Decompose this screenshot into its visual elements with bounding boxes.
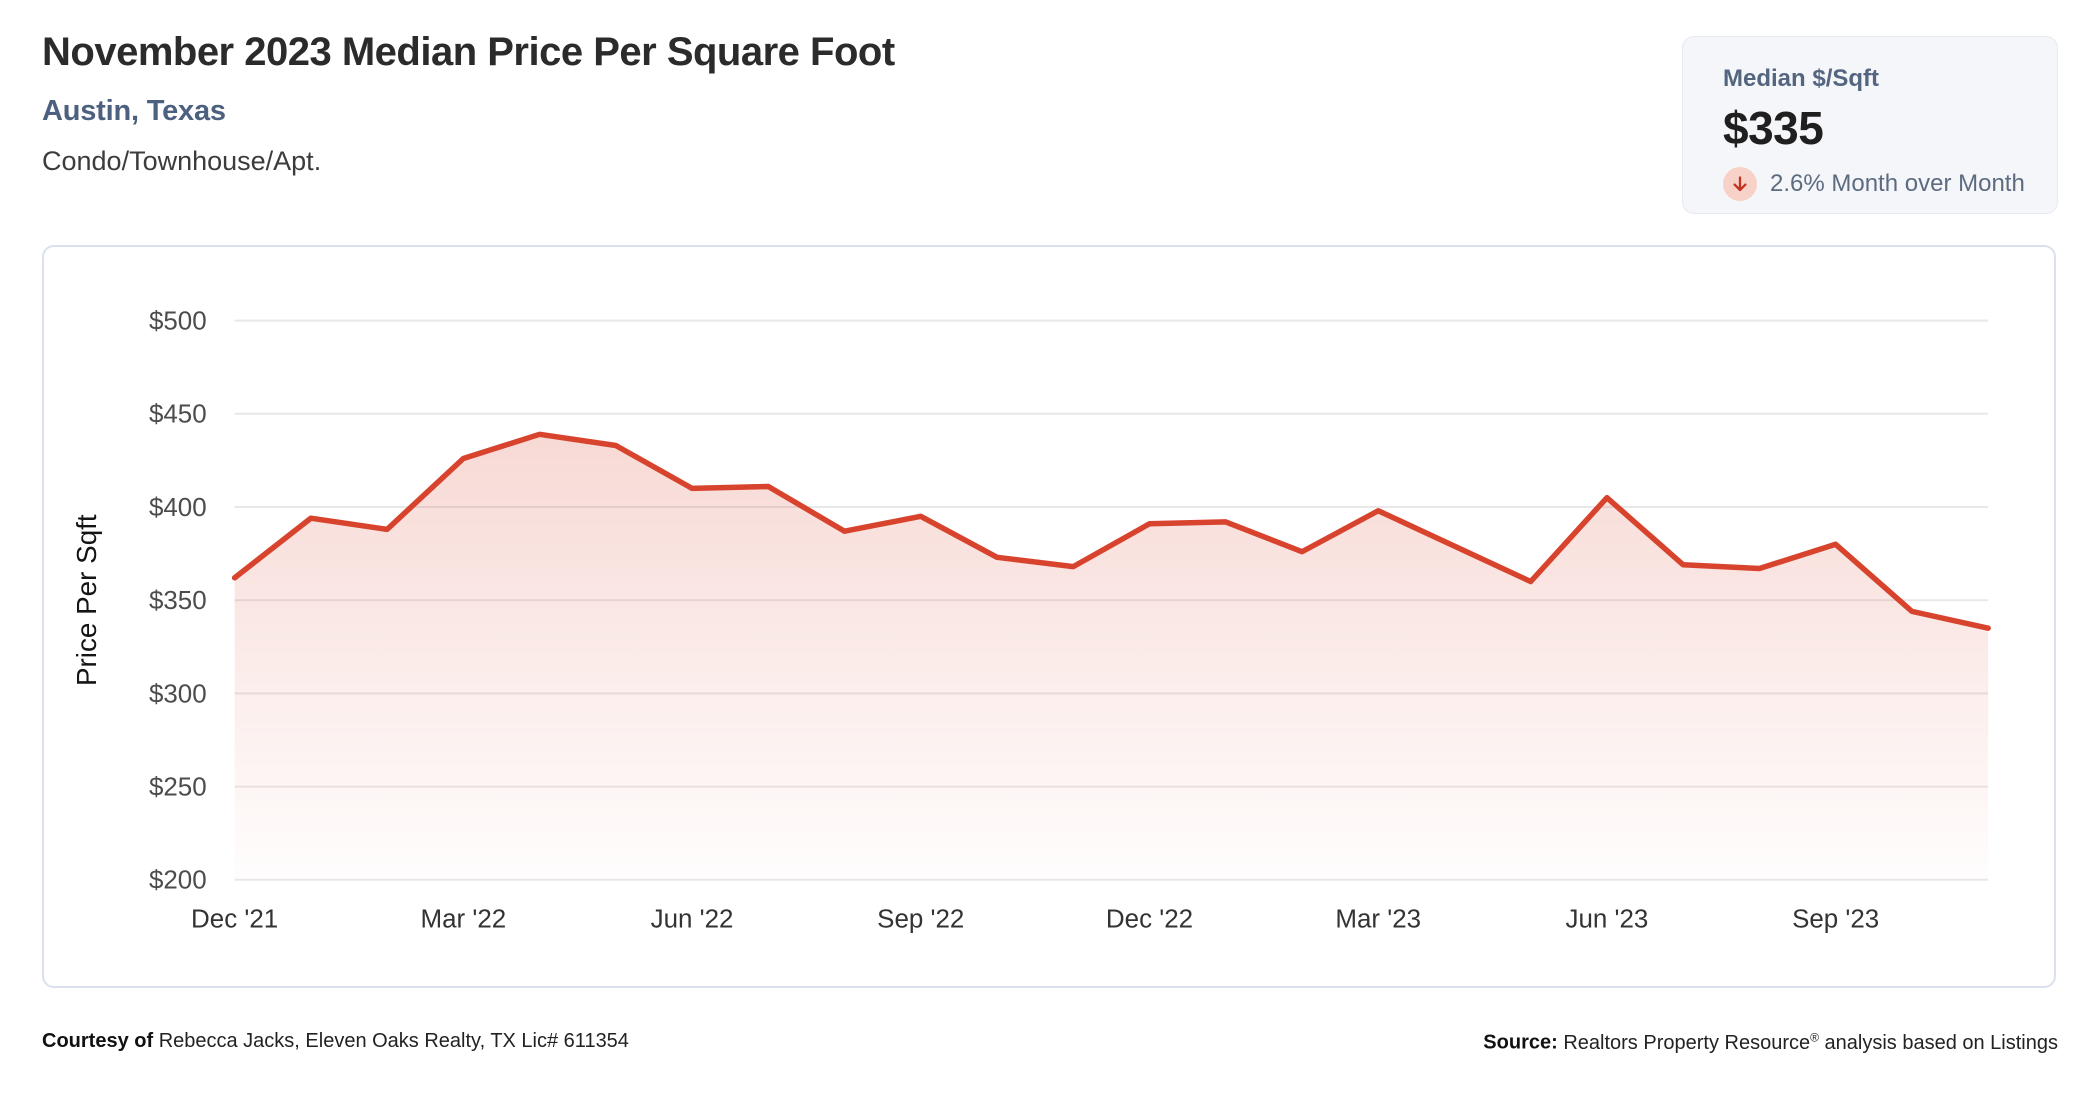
chart-card: $500 $450 $400 $350 $300 $250 $200 Dec '21 Mar '…: [42, 245, 2056, 988]
source-text: Realtors Property Resource® analysis bas…: [1563, 1030, 2058, 1054]
stat-change-text: 2.6% Month over Month: [1770, 170, 2025, 197]
x-tick-label: Dec '21: [191, 905, 278, 933]
median-stat-card: Median $/Sqft $335 2.6% Month over Month: [1682, 36, 2058, 214]
price-area-fill: [234, 434, 1989, 880]
price-trend-chart: $500 $450 $400 $350 $300 $250 $200 Dec '21 Mar '…: [71, 308, 1991, 933]
down-arrow-icon: [1723, 167, 1757, 201]
y-tick-label: $450: [149, 401, 207, 429]
footer-source: Source: Realtors Property Resource® anal…: [1483, 1030, 2058, 1055]
price-line: [231, 431, 1991, 631]
y-axis-title: Price Per Sqft: [71, 514, 102, 686]
x-tick-label: Sep '22: [877, 905, 964, 933]
page-title: November 2023 Median Price Per Square Fo…: [42, 30, 895, 74]
footer-courtesy: Courtesy of Rebecca Jacks, Eleven Oaks R…: [42, 1030, 629, 1053]
y-tick-label: $300: [149, 680, 207, 708]
x-tick-label: Sep '23: [1792, 905, 1879, 933]
x-tick-label: Mar '23: [1335, 905, 1421, 933]
courtesy-label: Courtesy of: [42, 1030, 154, 1052]
x-tick-label: Jun '22: [651, 905, 734, 933]
x-tick-label: Dec '22: [1106, 905, 1193, 933]
y-tick-label: $400: [149, 494, 207, 522]
report-header: November 2023 Median Price Per Square Fo…: [42, 30, 895, 177]
stat-label: Median $/Sqft: [1723, 65, 1880, 92]
registered-mark: ®: [1810, 1030, 1819, 1044]
courtesy-text: Rebecca Jacks, Eleven Oaks Realty, TX Li…: [158, 1030, 629, 1052]
y-tick-label: $350: [149, 587, 207, 615]
y-tick-label: $500: [149, 308, 207, 336]
y-tick-label: $200: [149, 867, 207, 895]
x-tick-label: Mar '22: [421, 905, 507, 933]
property-type-label: Condo/Townhouse/Apt.: [42, 146, 322, 176]
source-label: Source:: [1483, 1031, 1558, 1054]
y-tick-label: $250: [149, 774, 207, 802]
stat-value: $335: [1723, 102, 1824, 154]
x-tick-label: Jun '23: [1566, 905, 1649, 933]
location-subtitle: Austin, Texas: [42, 95, 226, 127]
stat-change-row: 2.6% Month over Month: [1723, 167, 2037, 201]
